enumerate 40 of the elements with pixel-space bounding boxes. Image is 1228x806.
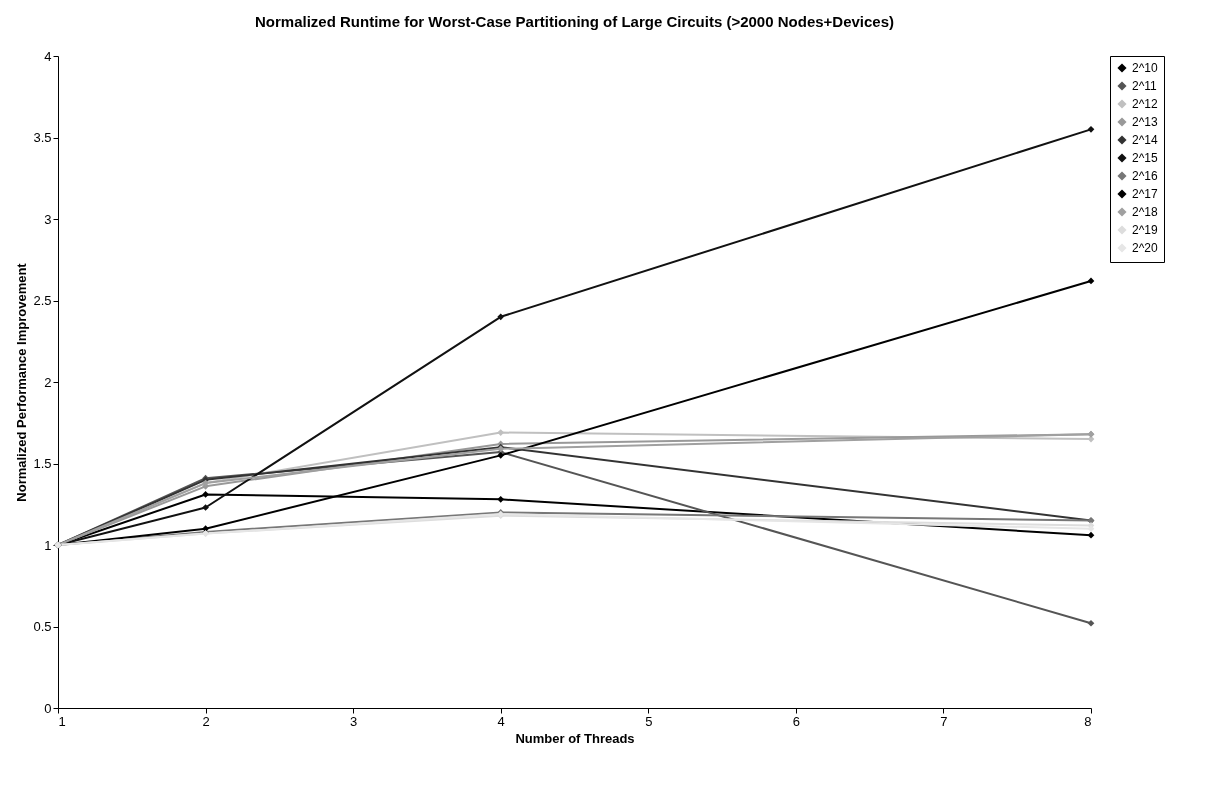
y-axis-title: Normalized Performance Improvement <box>14 262 30 502</box>
x-tick-label: 7 <box>940 713 948 729</box>
point <box>1087 126 1095 133</box>
x-tick-label: 8 <box>1084 713 1092 729</box>
point <box>1087 277 1095 285</box>
point <box>1087 531 1095 539</box>
legend-label: 2^11 <box>1132 79 1158 93</box>
legend-label: 2^14 <box>1132 133 1158 147</box>
legend-label: 2^20 <box>1132 241 1158 255</box>
x-tick-label: 5 <box>645 713 653 729</box>
x-tick-label: 4 <box>497 713 505 729</box>
point <box>202 491 209 498</box>
point <box>497 313 505 321</box>
x-tick-label: 3 <box>350 713 358 729</box>
legend-label: 2^15 <box>1132 151 1158 165</box>
y-tick-label: 2 <box>44 374 52 390</box>
legend-label: 2^10 <box>1132 61 1158 75</box>
chart-title: Normalized Runtime for Worst-Case Partitioning of Large Circuits (>2000 Nodes+Devices) <box>254 13 895 30</box>
legend-label: 2^13 <box>1132 115 1158 129</box>
y-tick-label: 3 <box>44 211 52 227</box>
point <box>497 452 505 459</box>
y-tick-label: 3.5 <box>33 130 52 145</box>
y-tick-label: 2.5 <box>33 293 52 308</box>
point <box>202 504 209 511</box>
y-tick-label: 0 <box>44 700 52 716</box>
y-tick-label: 1.5 <box>33 456 52 471</box>
y-tick-label: 0.5 <box>33 619 52 634</box>
x-tick-label: 6 <box>792 713 800 729</box>
x-axis-title: Number of Threads <box>515 730 635 746</box>
y-tick-label: 1 <box>44 537 52 553</box>
legend-label: 2^17 <box>1132 187 1158 201</box>
legend-label: 2^18 <box>1132 205 1158 219</box>
legend-label: 2^16 <box>1132 169 1158 183</box>
legend-label: 2^12 <box>1132 97 1158 111</box>
point <box>497 496 505 503</box>
x-tick-label: 1 <box>58 713 66 729</box>
point <box>1087 619 1095 627</box>
y-tick-label: 4 <box>44 48 52 64</box>
legend-label: 2^19 <box>1132 223 1158 237</box>
x-tick-label: 2 <box>202 713 210 729</box>
